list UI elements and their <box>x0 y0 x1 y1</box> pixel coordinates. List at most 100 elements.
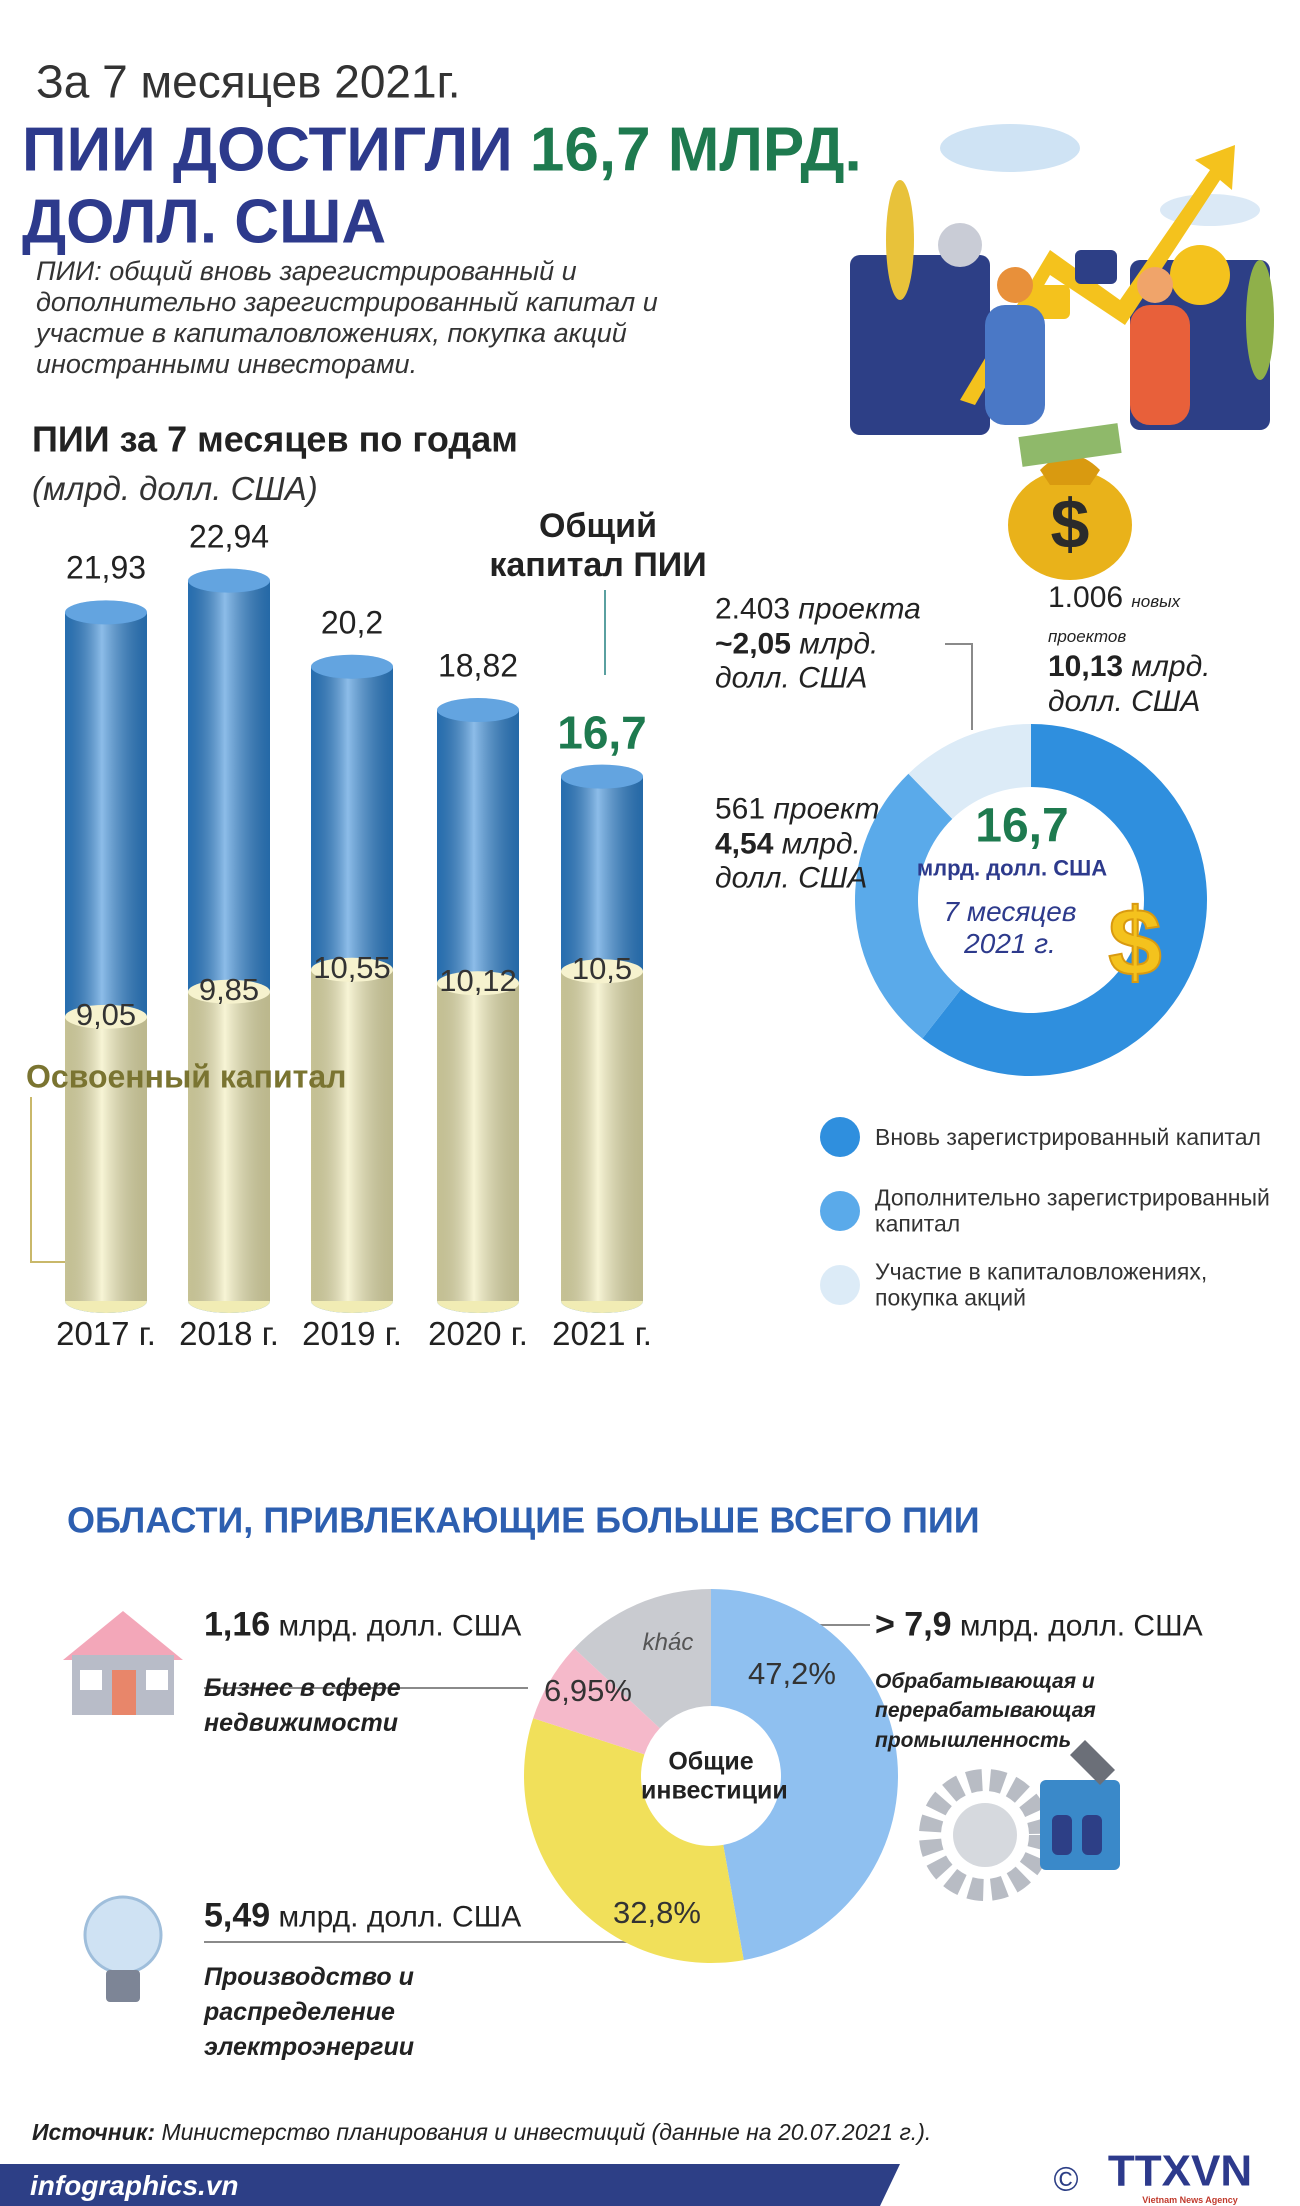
section-title: ОБЛАСТИ, ПРИВЛЕКАЮЩИЕ БОЛЬШЕ ВСЕГО ПИИ <box>67 1499 980 1541</box>
project-count: 2.403 <box>715 592 791 626</box>
title-line-1: ПИИ ДОСТИГЛИ 16,7 МЛРД. <box>22 114 862 185</box>
donut2-center: Общие инвестиции <box>641 1747 788 1804</box>
segment-description: Производство и распределение электроэнер… <box>204 1963 414 2061</box>
bar-cap <box>65 600 147 625</box>
segment-value: 4,54 <box>715 826 774 860</box>
bar-cap-light <box>561 764 643 789</box>
amount-value: 5,49 <box>204 1896 271 1935</box>
value-label: 9,85 <box>198 971 260 1007</box>
legend-label: Дополнительно зарегистрированный капитал <box>875 1184 1270 1237</box>
value-label: 10,5 <box>571 951 633 987</box>
illustration: $ <box>850 124 1274 580</box>
project-count: 561 <box>715 792 766 826</box>
bar-cap-light <box>311 654 393 679</box>
title-text: ПИИ ДОСТИГЛИ <box>22 115 513 185</box>
amount: 1,16 млрд. долл. США <box>204 1605 521 1644</box>
bar-cap-light <box>561 959 643 984</box>
bar-shine <box>65 1016 147 1301</box>
x-tick-label: 2019 г. <box>302 1315 402 1353</box>
x-tick-label: 2020 г. <box>428 1315 528 1353</box>
legend-swatch <box>820 1265 860 1305</box>
amount-value: > 7,9 <box>875 1605 952 1644</box>
x-tick-label: 2021 г. <box>552 1315 652 1353</box>
donut-segment <box>533 1648 660 1755</box>
logo-subtitle: Vietnam News Agency <box>1142 2194 1238 2205</box>
amount-value: 1,16 <box>204 1605 271 1644</box>
x-tick-label: 2018 г. <box>179 1315 279 1353</box>
donut-segment <box>908 724 1031 819</box>
bar-cap <box>561 764 643 789</box>
legend-swatch <box>820 1117 860 1157</box>
logo: TTXVN <box>1107 2146 1253 2196</box>
segment-unit: млрд. долл. США <box>715 826 868 895</box>
bar-subtitle: (млрд. долл. США) <box>32 470 318 508</box>
x-tick-label: 2017 г. <box>56 1315 156 1353</box>
donut-center-unit: млрд. долл. США <box>916 855 1108 881</box>
amount-unit: млрд. долл. США <box>278 1609 522 1643</box>
svg-text:$: $ <box>1051 485 1090 563</box>
copyright: © <box>1053 2160 1079 2199</box>
amount: > 7,9 млрд. долл. США <box>875 1605 1203 1644</box>
bar-cap-light <box>437 971 519 996</box>
value-label: 20,2 <box>320 604 384 641</box>
value-label: 10,55 <box>313 949 391 985</box>
segment-annotation: 561 проект 4,54 млрд. долл. США <box>715 792 925 896</box>
bar-cap <box>65 1004 147 1029</box>
bar <box>311 957 393 1313</box>
bar-cap <box>311 654 393 679</box>
donut-segment <box>922 724 1208 1077</box>
value-label: 10,12 <box>439 963 517 999</box>
amount-unit: млрд. долл. США <box>278 1900 522 1934</box>
segment-value-label: 47,2% <box>748 1656 836 1692</box>
segment-value: ~2,05 <box>715 626 791 660</box>
bar-cap-light <box>188 979 270 1004</box>
bar-cap-light <box>65 1004 147 1029</box>
segment-label: khác <box>642 1629 694 1657</box>
value-label: 18,82 <box>437 647 519 684</box>
title-highlight: 16,7 МЛРД. <box>529 115 862 185</box>
value-label: 22,94 <box>188 518 270 555</box>
value-label: 16,7 <box>557 706 647 759</box>
source-label: Источник: <box>32 2118 156 2145</box>
bulb-icon <box>83 1895 163 2002</box>
amount: 5,49 млрд. долл. США <box>204 1896 521 1935</box>
segment-unit: млрд. долл. США <box>1048 650 1211 718</box>
legend-swatch <box>820 1191 860 1231</box>
series-label-total: Общий капитал ПИИ <box>489 506 707 584</box>
definition: ПИИ: общий вновь зарегистрированный и до… <box>36 256 658 380</box>
segment-description: Бизнес в сфере недвижимости <box>204 1674 401 1737</box>
bar-cap-light <box>65 600 147 625</box>
bar-cap <box>561 959 643 984</box>
segment-annotation: 2.403 проекта ~2,05 млрд. долл. США <box>715 592 955 696</box>
bar <box>188 979 270 1313</box>
bar-title: ПИИ за 7 месяцев по годам <box>32 418 518 460</box>
house-icon <box>63 1611 183 1715</box>
segment-description: Обрабатывающая и перерабатывающая промыш… <box>875 1670 1096 1752</box>
kicker: За 7 месяцев 2021г. <box>36 55 461 108</box>
legend-label: Участие в капиталовложениях, покупка акц… <box>875 1258 1208 1311</box>
donut-segment <box>574 1589 711 1729</box>
segment-annotation: 1.006 новых проектов 10,13 млрд. долл. С… <box>1048 581 1258 719</box>
source: Источник: Министерство планирования и ин… <box>32 2119 931 2145</box>
gear-icon <box>919 1740 1120 1901</box>
bar <box>437 971 519 1313</box>
bar-shine <box>437 983 519 1301</box>
donut-center-value: 16,7 <box>975 799 1069 853</box>
bar-cap-light <box>188 568 270 593</box>
project-unit: новых проектов <box>1048 592 1181 646</box>
donut-segment <box>854 773 962 1039</box>
segment-unit: млрд. долл. США <box>715 626 879 695</box>
segment-value: 10,13 <box>1048 650 1124 683</box>
bar-cap <box>188 979 270 1004</box>
bar-cap <box>437 698 519 723</box>
bar-cap <box>311 957 393 982</box>
site: infographics.vn <box>30 2169 239 2201</box>
segment-value-label: 32,8% <box>613 1895 701 1931</box>
title-line-2: ДОЛЛ. США <box>22 187 387 257</box>
donut-center-period: 7 месяцев 2021 г. <box>943 895 1077 959</box>
bar <box>65 1004 147 1313</box>
bar-cap-light <box>311 957 393 982</box>
segment-value-label: 6,95% <box>544 1673 632 1709</box>
